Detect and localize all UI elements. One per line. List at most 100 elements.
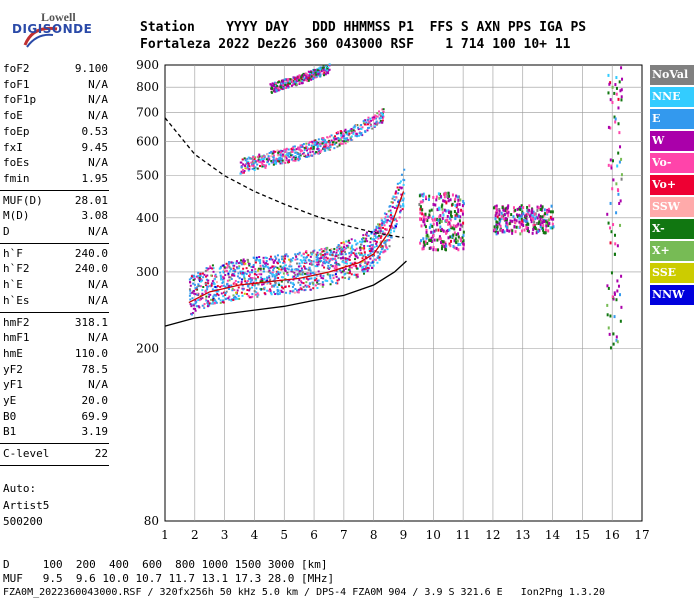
echo-point <box>263 292 266 295</box>
echo-point <box>276 288 279 291</box>
echo-point <box>356 256 359 259</box>
echo-point <box>322 254 325 257</box>
echo-point <box>281 159 284 162</box>
echo-point <box>214 273 217 276</box>
echo-point <box>498 213 501 217</box>
echo-point <box>335 141 338 144</box>
echo-point <box>259 158 262 161</box>
echo-point <box>215 275 218 278</box>
echo-point <box>289 155 292 158</box>
echo-point <box>287 154 290 157</box>
echo-point <box>335 255 338 258</box>
param-row: h`F2 240.0 <box>3 261 108 276</box>
echo-point <box>458 219 461 223</box>
echo-point <box>302 152 305 155</box>
echo-point <box>362 120 365 123</box>
echo-point <box>276 85 279 88</box>
echo-point <box>343 140 346 143</box>
echo-point <box>384 250 387 253</box>
echo-point <box>226 264 229 267</box>
echo-point <box>459 223 462 227</box>
echo-point <box>300 146 303 149</box>
echo-point <box>535 231 538 235</box>
echo-point <box>248 165 251 168</box>
x-tick-label: 3 <box>221 528 229 542</box>
echo-point <box>241 278 244 281</box>
echo-point <box>347 244 350 247</box>
echo-point <box>251 293 254 296</box>
echo-point <box>287 148 290 151</box>
echo-point <box>388 215 391 218</box>
echo-point <box>193 283 196 286</box>
echo-point <box>317 73 320 76</box>
echo-point <box>449 244 452 248</box>
echo-point <box>283 78 286 81</box>
echo-point <box>211 264 214 267</box>
echo-point <box>322 68 325 71</box>
param-separator <box>0 443 109 445</box>
param-label: h`F2 <box>3 262 30 276</box>
echo-point <box>312 68 315 71</box>
echo-point <box>231 289 234 292</box>
echo-point <box>243 263 246 266</box>
echo-point <box>289 263 292 266</box>
echo-point <box>519 221 522 225</box>
echo-point <box>422 247 425 251</box>
echo-point <box>268 275 271 278</box>
echo-point <box>344 253 347 256</box>
echo-point <box>361 257 364 260</box>
echo-point <box>550 217 553 221</box>
echo-point <box>254 159 257 162</box>
echo-point <box>339 251 342 254</box>
echo-point <box>606 313 609 317</box>
echo-point <box>540 220 543 224</box>
echo-point <box>547 229 550 233</box>
echo-point <box>457 214 460 218</box>
echo-point <box>348 252 351 255</box>
echo-point <box>302 73 305 76</box>
echo-point <box>321 283 324 286</box>
param-value: N/A <box>88 77 108 91</box>
echo-point <box>239 262 242 265</box>
echo-point <box>372 254 375 257</box>
echo-point <box>307 268 310 271</box>
echo-point <box>373 246 376 249</box>
echo-point <box>363 247 366 250</box>
echo-point <box>250 265 253 268</box>
echo-point <box>261 283 264 286</box>
echo-point <box>495 208 498 212</box>
echo-point <box>379 230 382 233</box>
echo-point <box>233 274 236 277</box>
echo-point <box>513 218 516 222</box>
echo-point <box>452 233 455 237</box>
echo-point <box>319 274 322 277</box>
echo-point <box>195 305 198 308</box>
echo-point <box>537 230 540 234</box>
echo-point <box>401 208 404 211</box>
echo-point <box>379 235 382 238</box>
echo-point <box>255 256 258 259</box>
echo-point <box>366 269 369 272</box>
echo-point <box>436 208 439 212</box>
echo-point <box>503 217 506 221</box>
echo-point <box>337 139 340 142</box>
echo-point <box>330 248 333 251</box>
echo-point <box>391 205 394 208</box>
echo-point <box>328 141 331 144</box>
echo-point <box>242 171 245 174</box>
echo-point <box>222 295 225 298</box>
echo-point <box>304 267 307 270</box>
echo-point <box>258 256 261 259</box>
echo-point <box>422 192 425 196</box>
echo-point <box>552 217 555 221</box>
echo-point <box>387 210 390 213</box>
echo-point <box>288 285 291 288</box>
echo-point <box>190 313 193 316</box>
echo-point <box>445 231 448 235</box>
echo-point <box>259 278 262 281</box>
echo-point <box>313 276 316 279</box>
echo-point <box>383 241 386 244</box>
echo-point <box>214 275 217 278</box>
echo-point <box>316 148 319 151</box>
echo-point <box>609 126 612 130</box>
